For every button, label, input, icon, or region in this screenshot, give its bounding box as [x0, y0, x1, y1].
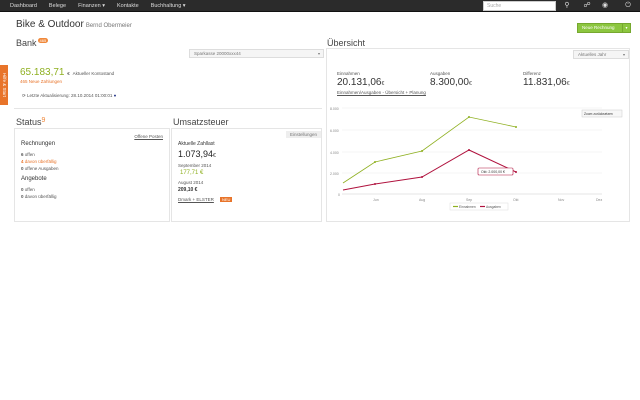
- invoices-overdue: 4 davon überfällig: [21, 159, 57, 164]
- svg-text:Jun: Jun: [373, 198, 379, 202]
- search-icon[interactable]: ⚲: [564, 2, 570, 9]
- vat-settings-button[interactable]: Einstellungen: [285, 131, 321, 138]
- vat-panel: Einstellungen Aktuelle Zahllast 1.073,94…: [171, 128, 322, 222]
- bank-panel: Sparkasse 20000xxx44 ▾ 65.183,71 € Aktuel…: [14, 47, 324, 109]
- nav-finanzen[interactable]: Finanzen ▾: [78, 3, 105, 9]
- bank-balance: 65.183,71 € Aktueller Kontostand: [20, 67, 115, 78]
- new-invoice-button[interactable]: Neue Rechnung ▾: [577, 23, 631, 33]
- overview-panel: Aktuelles Jahr ▾ Einnahmen 20.131,06€ Aus…: [326, 48, 630, 222]
- elster-link[interactable]: Dmark + ELSTER: [178, 197, 214, 202]
- user-name: Bernd Obermeier: [85, 23, 132, 29]
- vat-current-value: 1.073,94€: [178, 149, 216, 159]
- vat-heading: Umsatzsteuer: [173, 117, 229, 127]
- expense-value: 8.300,00€: [430, 77, 472, 88]
- nav-kontakte[interactable]: Kontakte: [116, 3, 139, 9]
- power-icon[interactable]: ⏻: [625, 2, 631, 9]
- svg-text:Aug: Aug: [419, 198, 425, 202]
- expenses-open: 0 offene Ausgaben: [21, 166, 59, 171]
- invoices-open: 6 offen: [21, 152, 35, 157]
- diff-value: 11.831,06€: [523, 77, 570, 88]
- svg-text:Sep: Sep: [466, 198, 472, 202]
- search-input[interactable]: Suche: [483, 1, 556, 11]
- bank-heading: Bank 465: [16, 38, 49, 48]
- help-start-tab[interactable]: Hilfe & Start: [0, 65, 8, 105]
- svg-text:Nov: Nov: [558, 198, 564, 202]
- svg-text:Okt: 2.000,00 €: Okt: 2.000,00 €: [481, 170, 505, 174]
- bank-badge: 465: [37, 38, 49, 43]
- new-payments-link[interactable]: 465 Neue Zahlungen: [20, 79, 63, 84]
- income-expense-chart: 8.000 6.000 4.000 2.000 0 Jun Aug Sep Okt Nov Dez…: [330, 107, 623, 211]
- account-select[interactable]: Sparkasse 20000xxx44 ▾: [189, 49, 324, 58]
- svg-text:6.000: 6.000: [330, 129, 339, 133]
- zoom-reset-button[interactable]: Zoom zurücksetzen: [584, 112, 613, 116]
- new-badge: NEU: [220, 197, 233, 202]
- refresh-icon[interactable]: ⟳: [22, 93, 28, 98]
- nav-dashboard[interactable]: Dashboard: [10, 3, 37, 9]
- svg-text:8.000: 8.000: [330, 107, 339, 111]
- overview-planning-link[interactable]: Einnahmen/Ausgaben - Übersicht + Planung: [337, 90, 426, 95]
- period-select[interactable]: Aktuelles Jahr ▾: [573, 50, 629, 59]
- offers-open: 0 offen: [21, 187, 35, 192]
- user-circle-icon[interactable]: ◉: [601, 2, 609, 9]
- svg-text:Ausgaben: Ausgaben: [486, 205, 501, 209]
- last-update: ⟳ Letzte Aktualisierung: 28.10.2014 01:0…: [22, 93, 117, 98]
- income-value: 20.131,06€: [337, 77, 385, 88]
- chevron-down-icon[interactable]: ▾: [622, 24, 630, 32]
- svg-text:Dez: Dez: [596, 198, 602, 202]
- svg-text:Einnahmen: Einnahmen: [459, 205, 476, 209]
- info-icon: ●: [113, 93, 117, 98]
- svg-text:Okt: Okt: [513, 198, 518, 202]
- offers-overdue: 0 davon überfällig: [21, 194, 57, 199]
- svg-text:4.000: 4.000: [330, 151, 339, 155]
- share-icon[interactable]: ☍: [583, 2, 591, 9]
- page-title: Bike & Outdoor Bernd Obermeier: [16, 19, 132, 30]
- svg-text:0: 0: [338, 193, 340, 197]
- svg-text:2.000: 2.000: [330, 172, 339, 176]
- nav-buchhaltung[interactable]: Buchhaltung ▾: [150, 3, 186, 9]
- overview-heading: Übersicht: [327, 38, 366, 48]
- status-heading: Status9: [16, 117, 46, 127]
- status-panel: Offene Posten Rechnungen 6 offen 4 davon…: [14, 128, 170, 222]
- nav-belege[interactable]: Belege: [48, 3, 67, 9]
- top-navbar: Dashboard Belege Finanzen ▾ Kontakte Buc…: [0, 0, 640, 12]
- open-items-link[interactable]: Offene Posten: [134, 134, 163, 139]
